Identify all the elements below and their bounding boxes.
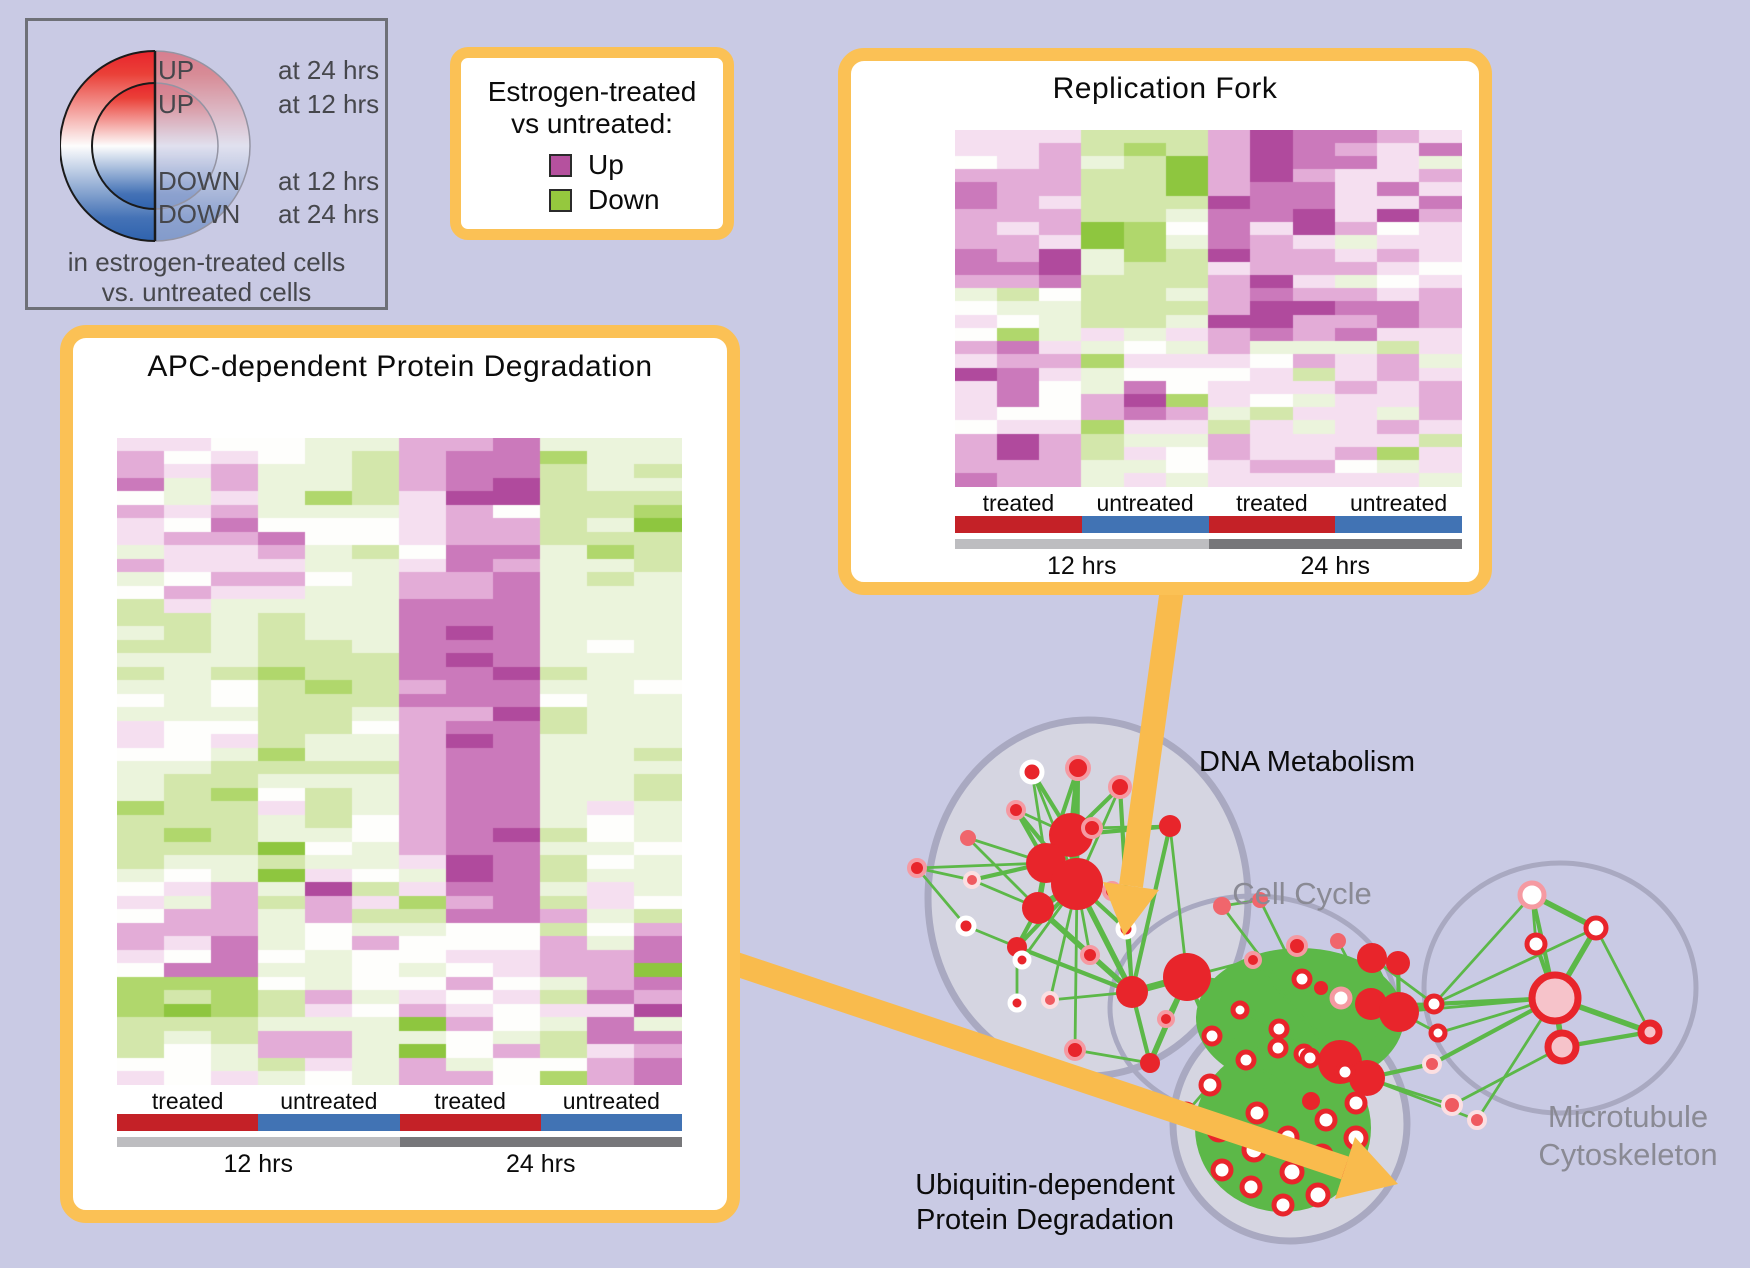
condition-bar-segment xyxy=(399,1114,541,1131)
apc-heatmap xyxy=(117,438,682,1085)
replication-fork-heatmap xyxy=(955,130,1462,487)
time-label: 12 hrs xyxy=(1047,552,1117,580)
condition-label: treated xyxy=(434,1088,506,1114)
apc-time-bar xyxy=(117,1137,682,1147)
condition-label: untreated xyxy=(280,1088,378,1114)
key-time-12: at 12 hrs xyxy=(278,89,380,119)
replication-fork-condition-bar xyxy=(955,516,1462,533)
key-time-down-24: at 24 hrs xyxy=(278,199,380,229)
replication-fork-condition-labels: treated untreated treated untreated xyxy=(955,490,1462,517)
condition-label: untreated xyxy=(562,1088,660,1114)
cluster-label-dna-metabolism: DNA Metabolism xyxy=(1199,746,1415,778)
up-color-swatch xyxy=(549,153,572,177)
time-bar-segment xyxy=(1208,539,1462,549)
apc-condition-labels: treated untreated treated untreated xyxy=(117,1088,682,1115)
condition-label: treated xyxy=(982,490,1055,516)
up-label: Up xyxy=(588,149,624,180)
replication-fork-title: Replication Fork xyxy=(1052,72,1278,105)
replication-fork-time-labels: 12 hrs 24 hrs xyxy=(955,552,1462,581)
condition-label: treated xyxy=(151,1088,224,1114)
time-bar-segment xyxy=(955,539,1209,549)
legend-title-line1: Estrogen-treated xyxy=(487,76,697,107)
time-label: 12 hrs xyxy=(223,1150,293,1178)
apc-time-labels: 12 hrs 24 hrs xyxy=(117,1150,682,1179)
legend-title-line2: vs untreated: xyxy=(511,108,673,139)
replication-fork-time-bar xyxy=(955,539,1462,549)
down-color-swatch xyxy=(549,188,572,212)
concentric-circle-key-icon xyxy=(60,50,251,242)
apc-condition-bar xyxy=(117,1114,682,1131)
key-note-line1: in estrogen-treated cells xyxy=(67,247,346,277)
key-direction-down-24: DOWN xyxy=(158,199,241,229)
key-direction-down-12: DOWN xyxy=(158,166,241,196)
condition-bar-segment xyxy=(1081,516,1209,533)
down-label: Down xyxy=(588,184,660,215)
key-direction-up-24: UP xyxy=(158,55,195,85)
condition-label: treated xyxy=(1236,490,1308,516)
cluster-label-ubiquitin-protein-degradation: Ubiquitin-dependent Protein Degradation xyxy=(915,1169,1175,1236)
apc-title: APC-dependent Protein Degradation xyxy=(147,350,653,383)
time-bar-segment xyxy=(117,1137,400,1147)
condition-bar-segment xyxy=(258,1114,400,1131)
time-label: 24 hrs xyxy=(1300,552,1370,580)
time-label: 24 hrs xyxy=(506,1150,576,1178)
key-note-line2: vs. untreated cells xyxy=(101,277,312,307)
condition-label: untreated xyxy=(1350,490,1448,516)
time-bar-segment xyxy=(399,1137,682,1147)
condition-label: untreated xyxy=(1096,490,1194,516)
key-time-24: at 24 hrs xyxy=(278,55,380,85)
key-direction-up-12: UP xyxy=(158,89,195,119)
condition-bar-segment xyxy=(1208,516,1336,533)
condition-bar-segment xyxy=(955,516,1082,533)
expression-color-key: UP at 24 hrs UP at 12 hrs DOWN at 12 hrs… xyxy=(25,18,388,310)
legend-item-down: Down xyxy=(549,184,660,216)
cluster-label-microtubule-cytoskeleton: Microtubule Cytoskeleton xyxy=(1538,1099,1718,1172)
condition-bar-segment xyxy=(117,1114,259,1131)
condition-bar-segment xyxy=(540,1114,682,1131)
cluster-label-cell-cycle: Cell Cycle xyxy=(1232,876,1372,911)
legend-item-up: Up xyxy=(549,149,624,181)
key-time-down-12: at 12 hrs xyxy=(278,166,380,196)
estrogen-updown-legend: Estrogen-treated vs untreated: Up Down xyxy=(450,47,734,240)
condition-bar-segment xyxy=(1335,516,1462,533)
